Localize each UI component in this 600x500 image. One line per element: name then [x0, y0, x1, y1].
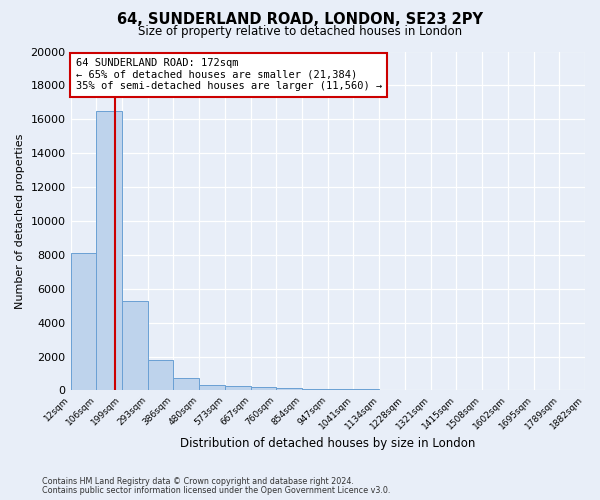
Bar: [96, 111, 122, 390]
Bar: [328, 389, 353, 390]
Bar: [148, 360, 173, 390]
Bar: [251, 388, 277, 390]
Text: Size of property relative to detached houses in London: Size of property relative to detached ho…: [138, 25, 462, 38]
Bar: [199, 384, 225, 390]
Bar: [277, 388, 302, 390]
Text: Contains HM Land Registry data © Crown copyright and database right 2024.: Contains HM Land Registry data © Crown c…: [42, 477, 354, 486]
Bar: [302, 388, 328, 390]
Bar: [122, 300, 148, 390]
X-axis label: Distribution of detached houses by size in London: Distribution of detached houses by size …: [180, 437, 475, 450]
Text: Contains public sector information licensed under the Open Government Licence v3: Contains public sector information licen…: [42, 486, 391, 495]
Text: 64 SUNDERLAND ROAD: 172sqm
← 65% of detached houses are smaller (21,384)
35% of : 64 SUNDERLAND ROAD: 172sqm ← 65% of deta…: [76, 58, 382, 92]
Y-axis label: Number of detached properties: Number of detached properties: [15, 134, 25, 308]
Text: 64, SUNDERLAND ROAD, LONDON, SE23 2PY: 64, SUNDERLAND ROAD, LONDON, SE23 2PY: [117, 12, 483, 28]
Bar: [173, 378, 199, 390]
Bar: [225, 386, 251, 390]
Bar: [71, 253, 96, 390]
